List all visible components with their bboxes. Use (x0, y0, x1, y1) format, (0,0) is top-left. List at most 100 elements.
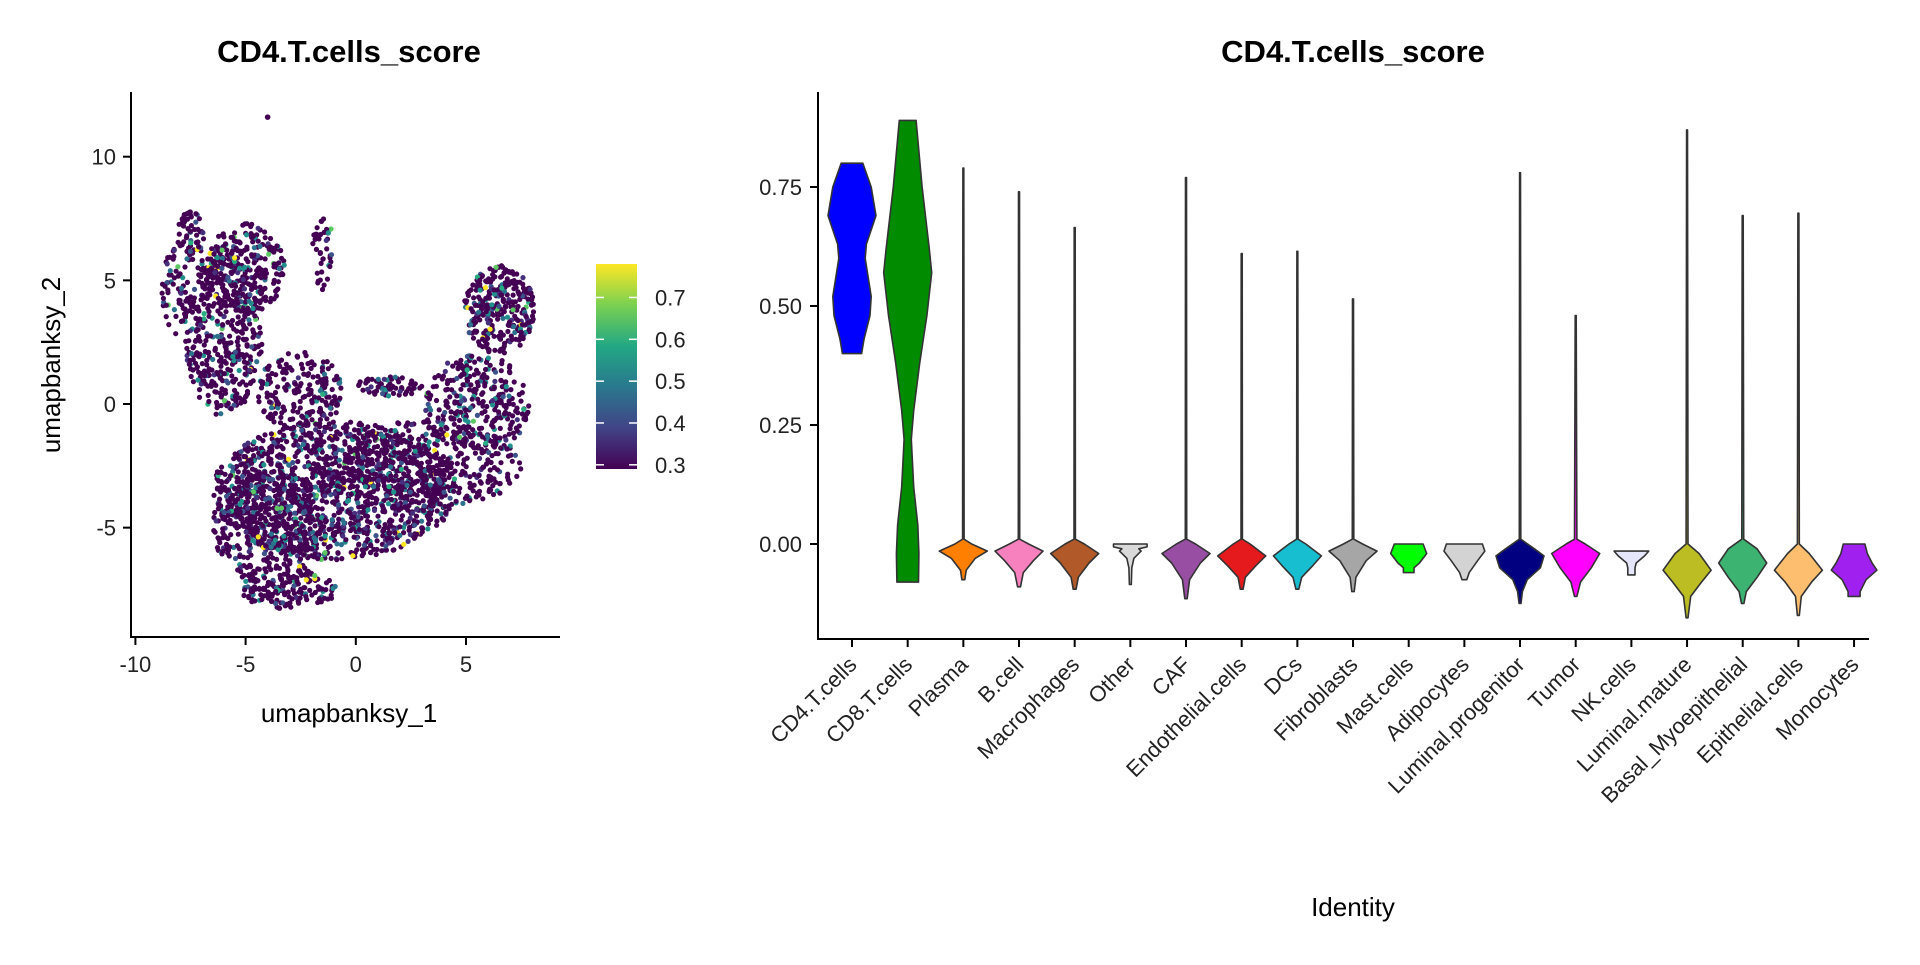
umap-point (443, 399, 449, 405)
umap-point (315, 280, 321, 286)
umap-point (302, 585, 308, 591)
umap-point (323, 237, 329, 243)
umap-point (310, 374, 316, 380)
umap-point (265, 373, 271, 379)
umap-point (342, 439, 348, 445)
violin-adipocytes (1443, 543, 1486, 581)
umap-point (261, 462, 267, 468)
umap-point (305, 371, 311, 377)
umap-point (246, 317, 252, 323)
umap-point (206, 366, 212, 372)
umap-point (218, 333, 224, 339)
violin-y-ticks: 0.00 0.25 0.50 0.75 (759, 175, 818, 557)
umap-point (308, 365, 314, 371)
umap-point (245, 448, 251, 454)
umap-point (426, 439, 432, 445)
umap-point (287, 545, 293, 551)
umap-point (328, 426, 334, 432)
umap-point (456, 424, 462, 430)
umap-point (321, 412, 327, 418)
umap-point (474, 328, 480, 334)
umap-point (175, 264, 181, 270)
umap-point (514, 405, 520, 411)
umap-point (232, 282, 238, 288)
umap-point (181, 223, 187, 229)
umap-point (451, 476, 458, 482)
umap-point (299, 572, 305, 578)
umap-point (184, 256, 190, 262)
umap-point (442, 368, 448, 375)
umap-point (367, 490, 373, 496)
umap-point (390, 390, 397, 396)
umap-point (249, 344, 255, 350)
umap-point (402, 456, 408, 462)
umap-point (166, 322, 172, 328)
umap-point (394, 442, 400, 448)
umap-point (454, 393, 460, 399)
umap-point (258, 379, 264, 385)
umap-point (320, 256, 326, 262)
umap-point (276, 401, 282, 407)
umap-point (350, 526, 356, 532)
umap-point (244, 221, 250, 227)
umap-point (376, 466, 382, 472)
umap-point (448, 409, 454, 415)
umap-point (235, 567, 241, 573)
umap-point (382, 427, 388, 433)
umap-point (218, 411, 224, 417)
umap-point (397, 532, 403, 539)
umap-point (171, 307, 177, 313)
umap-point (405, 473, 411, 479)
umap-point (322, 550, 328, 556)
umap-point (237, 265, 243, 271)
umap-point (425, 390, 431, 396)
umap-point (257, 486, 263, 492)
umap-point (315, 512, 321, 518)
umap-point (322, 519, 329, 525)
umap-point (261, 408, 267, 414)
umap-point (460, 365, 466, 371)
umap-point (462, 417, 468, 423)
umap-point (242, 468, 248, 475)
umap-point (246, 491, 252, 497)
umap-point (425, 459, 431, 465)
umap-point (363, 513, 369, 519)
umap-point (287, 558, 293, 564)
umap-point (302, 565, 308, 571)
umap-point (251, 509, 257, 515)
umap-point (239, 574, 245, 580)
umap-point (448, 460, 454, 466)
umap-point (182, 289, 188, 295)
umap-point (316, 429, 322, 435)
umap-point (316, 455, 323, 461)
umap-point (384, 447, 390, 453)
umap-point (473, 283, 479, 289)
umap-point (247, 321, 253, 327)
umap-point (330, 532, 337, 539)
umap-point (281, 571, 287, 577)
umap-point (383, 543, 389, 549)
umap-point (281, 376, 287, 382)
umap-point (278, 577, 285, 583)
umap-point (296, 600, 302, 606)
umap-point (318, 442, 324, 448)
violin-mast-cells (1389, 543, 1428, 574)
umap-point (308, 486, 314, 492)
umap-point (496, 409, 502, 415)
umap-y-ticks: -5 0 5 10 (92, 145, 131, 541)
umap-point (301, 552, 307, 558)
umap-point (184, 210, 190, 217)
umap-point (261, 575, 268, 581)
violin-title: CD4.T.cells_score (1221, 34, 1485, 69)
umap-point (234, 525, 240, 531)
umap-point (490, 443, 496, 449)
umap-point (222, 471, 228, 477)
umap-point (325, 544, 331, 551)
umap-point (513, 316, 519, 322)
umap-point (509, 413, 516, 419)
umap-point (178, 318, 184, 324)
umap-point (196, 394, 203, 400)
umap-point (290, 431, 296, 437)
umap-point (392, 433, 398, 440)
umap-point (502, 303, 508, 310)
